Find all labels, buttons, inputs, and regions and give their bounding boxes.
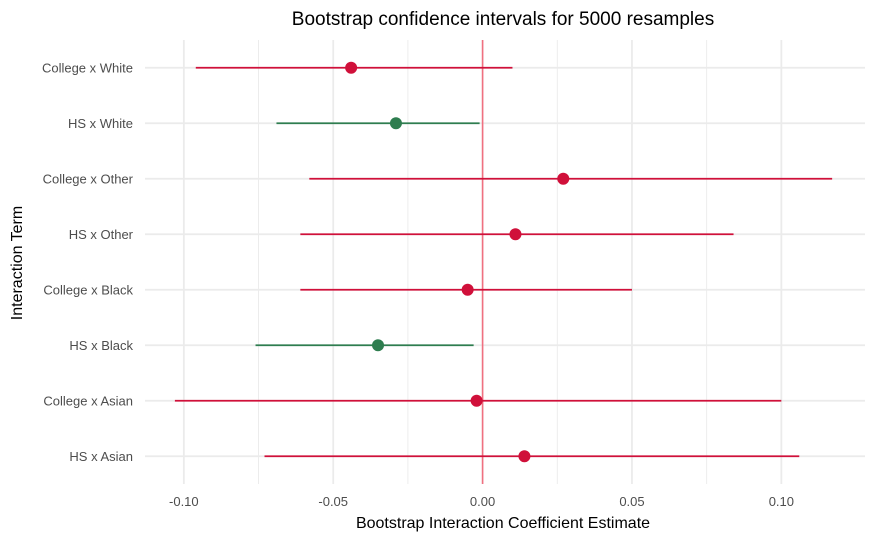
y-tick-label: HS x Asian: [69, 449, 133, 464]
point-estimate: [518, 450, 531, 463]
y-tick-label: College x Black: [43, 282, 133, 297]
point-estimate: [557, 172, 570, 185]
y-tick-label: College x Asian: [43, 393, 133, 408]
y-axis-tick-labels: College x White HS x White College x Other…: [42, 60, 134, 464]
point-estimate: [389, 117, 402, 130]
y-tick-label: HS x Black: [69, 338, 133, 353]
point-estimate: [470, 394, 483, 407]
x-tick-label: 0.10: [769, 494, 794, 509]
x-axis-title: Bootstrap Interaction Coefficient Estima…: [356, 515, 650, 532]
point-estimate: [509, 228, 522, 241]
point-estimate: [461, 283, 474, 296]
point-estimate: [372, 339, 385, 352]
y-tick-label: College x Other: [43, 171, 134, 186]
x-tick-label: -0.05: [318, 494, 348, 509]
y-tick-label: HS x White: [68, 116, 133, 131]
y-tick-label: HS x Other: [69, 227, 134, 242]
point-estimate: [345, 61, 358, 74]
x-tick-label: -0.10: [169, 494, 199, 509]
point-estimates: [345, 61, 570, 463]
x-tick-label: 0.00: [470, 494, 495, 509]
chart-title: Bootstrap confidence intervals for 5000 …: [292, 9, 714, 30]
x-axis-tick-labels: -0.10 -0.05 0.00 0.05 0.10: [169, 494, 794, 509]
y-tick-label: College x White: [42, 60, 133, 75]
y-axis-title: Interaction Term: [9, 206, 26, 320]
confidence-intervals: [174, 66, 833, 458]
x-tick-label: 0.05: [619, 494, 644, 509]
grid: [145, 40, 865, 484]
